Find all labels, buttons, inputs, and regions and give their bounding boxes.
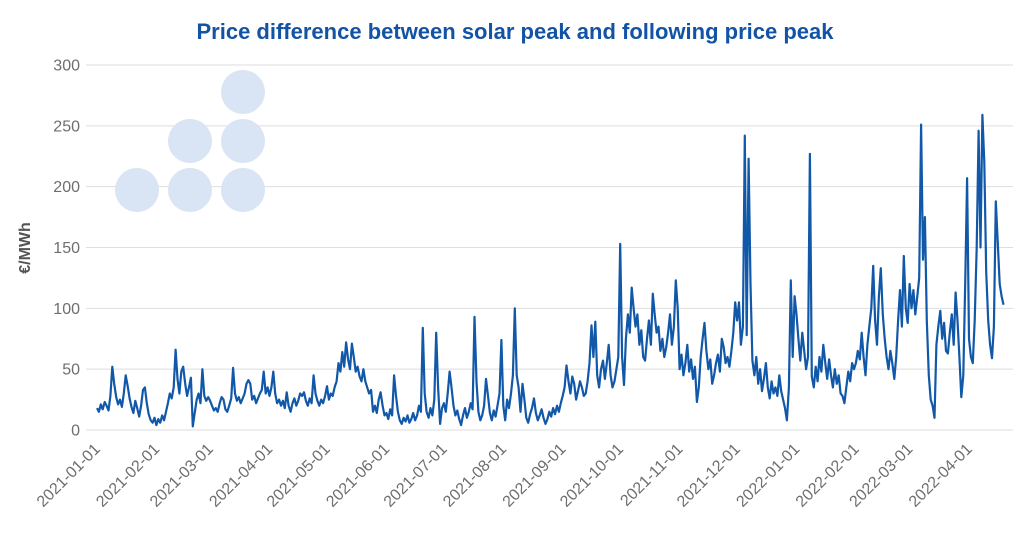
logo-circle bbox=[221, 70, 265, 114]
x-tick-label: 2021-01-01 bbox=[34, 441, 104, 511]
bullet-triangle-logo bbox=[115, 70, 265, 212]
y-tick-label: 0 bbox=[71, 423, 80, 440]
price-difference-line bbox=[96, 113, 1005, 428]
x-tick-label: 2022-04-01 bbox=[906, 441, 976, 511]
logo-circle bbox=[168, 119, 212, 163]
gridlines-layer bbox=[86, 64, 1013, 431]
data-series-layer bbox=[96, 113, 1005, 428]
logo-circle bbox=[221, 168, 265, 212]
y-tick-label: 150 bbox=[53, 240, 80, 257]
logo-circle bbox=[115, 168, 159, 212]
x-tick-label: 2022-01-01 bbox=[733, 441, 803, 511]
chart-title: Price difference between solar peak and … bbox=[197, 19, 835, 44]
y-axis-title: €/MWh bbox=[17, 222, 34, 274]
y-tick-label: 200 bbox=[53, 179, 80, 196]
y-tick-label: 300 bbox=[53, 58, 80, 75]
y-tick-label: 250 bbox=[53, 118, 80, 135]
logo-circle bbox=[168, 168, 212, 212]
y-tick-label: 50 bbox=[62, 362, 80, 379]
x-tick-label: 2021-08-01 bbox=[440, 441, 510, 511]
logo-circle bbox=[221, 119, 265, 163]
y-tick-labels: 0 50 100 150 200 250 300 bbox=[53, 58, 80, 440]
y-tick-label: 100 bbox=[53, 301, 80, 318]
x-tick-labels: 2021-01-012021-02-012021-03-012021-04-01… bbox=[34, 441, 976, 511]
